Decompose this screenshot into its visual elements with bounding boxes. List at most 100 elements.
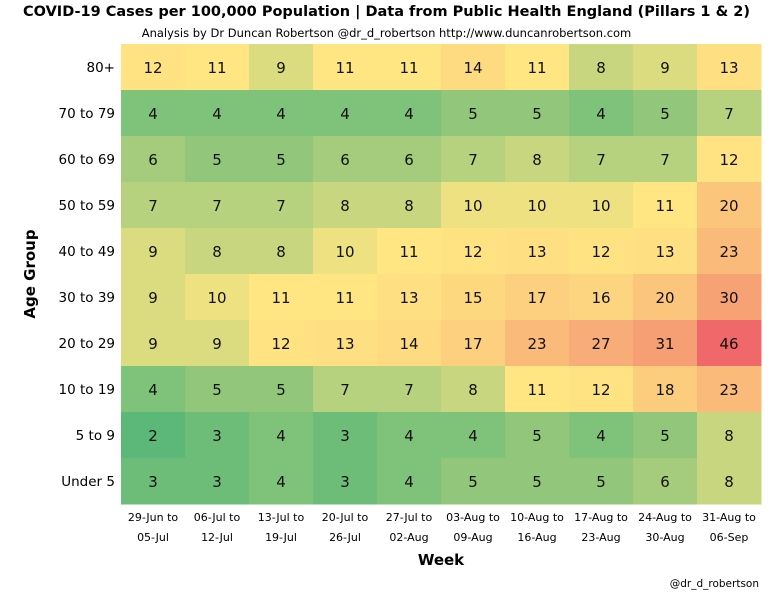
heatmap-cell: [505, 44, 570, 91]
heatmap-cell: [505, 274, 570, 321]
cell-value-label: 18: [655, 381, 674, 399]
cell-value-label: 4: [596, 105, 606, 123]
cell-value-label: 27: [591, 335, 610, 353]
cell-value-label: 5: [596, 473, 606, 491]
heatmap-cell: [185, 412, 250, 459]
cell-value-label: 10: [463, 197, 482, 215]
x-tick-label: 19-Jul: [265, 531, 297, 544]
heatmap-cell: [505, 366, 570, 413]
cell-value-label: 23: [719, 243, 738, 261]
y-tick-label: 5 to 9: [76, 428, 115, 444]
y-tick-label: 10 to 19: [59, 382, 116, 398]
x-tick-label: 10-Aug to: [510, 511, 564, 524]
cell-value-label: 17: [463, 335, 482, 353]
cell-value-label: 12: [719, 151, 738, 169]
cell-value-label: 9: [660, 59, 670, 77]
cell-value-label: 11: [271, 289, 290, 307]
cell-value-label: 12: [591, 381, 610, 399]
heatmap-cell: [633, 366, 698, 413]
heatmap-cell: [569, 90, 634, 137]
heatmap-cell: [569, 458, 634, 505]
cell-value-label: 8: [724, 427, 734, 445]
cell-value-label: 9: [148, 243, 158, 261]
heatmap-cell: [441, 274, 506, 321]
chart-subtitle: Analysis by Dr Duncan Robertson @dr_d_ro…: [141, 26, 632, 40]
cell-value-label: 11: [335, 289, 354, 307]
heatmap-cell: [569, 182, 634, 229]
cell-value-label: 31: [655, 335, 674, 353]
cell-value-label: 7: [340, 381, 350, 399]
x-tick-label: 16-Aug: [517, 531, 556, 544]
cell-value-label: 3: [340, 473, 350, 491]
cell-value-label: 6: [340, 151, 350, 169]
cell-value-label: 7: [148, 197, 158, 215]
heatmap-cell: [505, 320, 570, 367]
cell-value-label: 23: [719, 381, 738, 399]
x-tick-label: 23-Aug: [581, 531, 620, 544]
cell-value-label: 4: [404, 473, 414, 491]
cell-value-label: 6: [660, 473, 670, 491]
heatmap-cell: [441, 458, 506, 505]
heatmap-cell: [505, 458, 570, 505]
cell-value-label: 8: [532, 151, 542, 169]
cell-value-label: 6: [148, 151, 158, 169]
cell-value-label: 13: [399, 289, 418, 307]
heatmap-cell: [313, 182, 378, 229]
heatmap-cell: [249, 274, 314, 321]
cell-value-label: 5: [532, 473, 542, 491]
heatmap-cell: [697, 274, 762, 321]
heatmap-cell: [569, 412, 634, 459]
cell-value-label: 9: [148, 335, 158, 353]
y-tick-label: 30 to 39: [59, 290, 116, 306]
cell-value-label: 17: [527, 289, 546, 307]
cell-value-label: 16: [591, 289, 610, 307]
cell-value-label: 4: [276, 105, 286, 123]
heatmap-cell: [313, 274, 378, 321]
heatmap-cell: [313, 90, 378, 137]
heatmap-cell: [697, 228, 762, 275]
cell-value-label: 15: [463, 289, 482, 307]
heatmap-cell: [441, 228, 506, 275]
heatmap-cell: [505, 182, 570, 229]
cell-value-label: 46: [719, 335, 738, 353]
heatmap-cell: [569, 366, 634, 413]
cell-value-label: 4: [404, 427, 414, 445]
heatmap-cell: [569, 44, 634, 91]
heatmap-cell: [697, 44, 762, 91]
cell-value-label: 3: [212, 427, 222, 445]
heatmap-cell: [249, 228, 314, 275]
heatmap-cell: [505, 228, 570, 275]
heatmap-cell: [633, 182, 698, 229]
cell-value-label: 4: [276, 427, 286, 445]
heatmap-cell: [185, 366, 250, 413]
cell-value-label: 5: [660, 105, 670, 123]
heatmap-cell: [121, 44, 186, 91]
cell-value-label: 5: [276, 381, 286, 399]
cell-value-label: 4: [596, 427, 606, 445]
cell-value-label: 11: [335, 59, 354, 77]
cell-value-label: 20: [655, 289, 674, 307]
cell-value-label: 12: [591, 243, 610, 261]
heatmap-cell: [377, 458, 442, 505]
heatmap-cell: [121, 228, 186, 275]
heatmap-cell: [697, 320, 762, 367]
heatmap-cell: [505, 412, 570, 459]
x-tick-label: 02-Aug: [389, 531, 428, 544]
cell-value-label: 5: [660, 427, 670, 445]
heatmap-cell: [121, 366, 186, 413]
heatmap-cell: [633, 412, 698, 459]
heatmap-cell: [313, 412, 378, 459]
heatmap-cell: [377, 136, 442, 183]
heatmap-cell: [377, 228, 442, 275]
x-tick-label: 24-Aug to: [638, 511, 692, 524]
heatmap-cell: [249, 366, 314, 413]
cell-value-label: 4: [276, 473, 286, 491]
y-tick-label: 20 to 29: [59, 336, 116, 352]
cell-value-label: 7: [468, 151, 478, 169]
cell-value-label: 4: [340, 105, 350, 123]
cell-value-label: 7: [404, 381, 414, 399]
cell-value-label: 7: [724, 105, 734, 123]
y-tick-label: Under 5: [61, 474, 115, 490]
heatmap-cell: [313, 228, 378, 275]
